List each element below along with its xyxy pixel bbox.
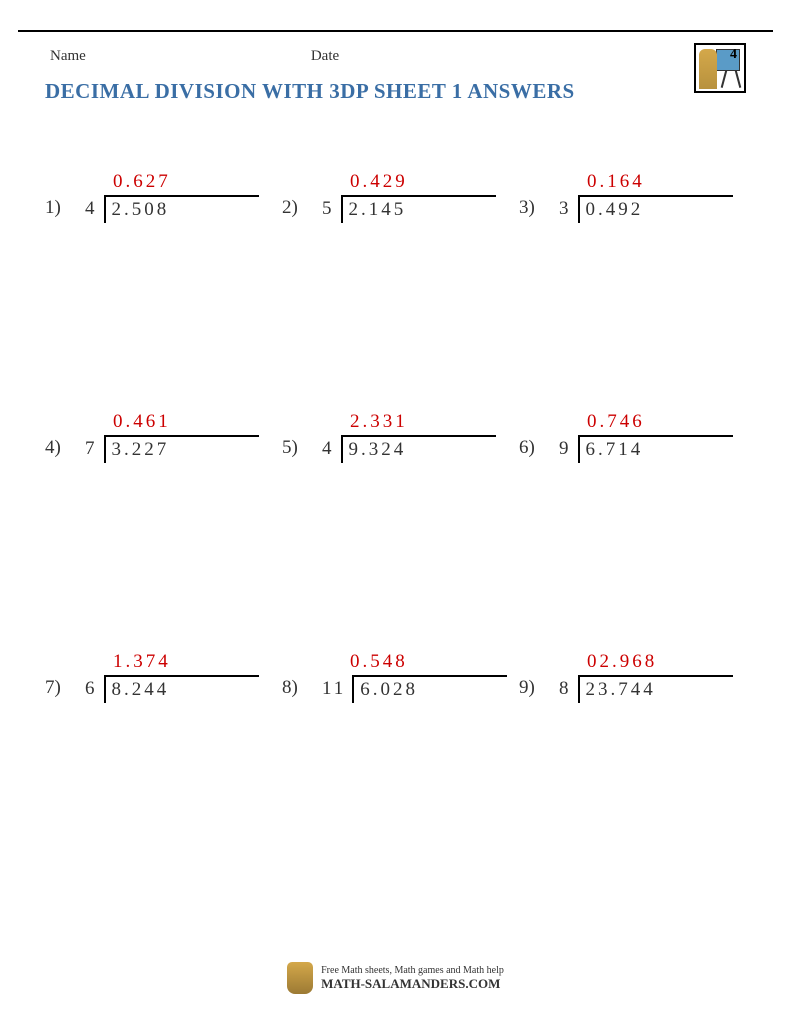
division-box: 0.548 11 6.028 (322, 649, 447, 703)
dividend: 6.028 (360, 679, 418, 700)
logo-box: 4 (694, 43, 746, 93)
division-line: 3 0.492 (559, 195, 673, 223)
problem-2: 2) 0.429 5 2.145 (282, 139, 509, 379)
problem-number: 5) (282, 409, 322, 459)
dividend: 2.145 (349, 199, 407, 220)
dividend: 6.714 (586, 439, 644, 460)
dividend-bracket: 0.492 (578, 195, 673, 223)
division-box: 0.746 9 6.714 (559, 409, 673, 463)
dividend: 2.508 (112, 199, 170, 220)
divisor: 9 (559, 438, 578, 460)
answer: 0.461 (85, 409, 199, 435)
division-line: 11 6.028 (322, 675, 447, 703)
problem-1: 1) 0.627 4 2.508 (45, 139, 272, 379)
divisor: 6 (85, 678, 104, 700)
problem-number: 7) (45, 649, 85, 699)
answer: 2.331 (322, 409, 436, 435)
divisor: 11 (322, 678, 352, 700)
dividend-bracket: 6.714 (578, 435, 673, 463)
problem-number: 9) (519, 649, 559, 699)
footer-tagline: Free Math sheets, Math games and Math he… (321, 965, 504, 976)
division-line: 4 2.508 (85, 195, 199, 223)
dividend: 3.227 (112, 439, 170, 460)
problem-9: 9) 02.968 8 23.744 (519, 619, 746, 859)
problems-grid: 1) 0.627 4 2.508 2) 0.429 5 2.145 3) (45, 139, 746, 859)
dividend-bracket: 3.227 (104, 435, 199, 463)
division-box: 0.164 3 0.492 (559, 169, 673, 223)
dividend: 8.244 (112, 679, 170, 700)
problem-8: 8) 0.548 11 6.028 (282, 619, 509, 859)
logo-number: 4 (730, 47, 737, 63)
name-label: Name (50, 48, 86, 65)
dividend: 9.324 (349, 439, 407, 460)
problem-number: 4) (45, 409, 85, 459)
answer: 0.429 (322, 169, 436, 195)
footer-url: MATH-SALAMANDERS.COM (321, 976, 504, 992)
problem-6: 6) 0.746 9 6.714 (519, 379, 746, 619)
header-row: Name Date 4 (45, 48, 746, 65)
division-line: 4 9.324 (322, 435, 436, 463)
division-box: 0.627 4 2.508 (85, 169, 199, 223)
dividend-bracket: 9.324 (341, 435, 436, 463)
answer: 0.746 (559, 409, 673, 435)
footer-text: Free Math sheets, Math games and Math he… (321, 965, 504, 992)
problem-3: 3) 0.164 3 0.492 (519, 139, 746, 379)
problem-5: 5) 2.331 4 9.324 (282, 379, 509, 619)
dividend-bracket: 6.028 (352, 675, 447, 703)
worksheet-title: DECIMAL DIVISION WITH 3DP SHEET 1 ANSWER… (45, 79, 746, 104)
division-box: 0.461 7 3.227 (85, 409, 199, 463)
division-line: 6 8.244 (85, 675, 199, 703)
dividend-bracket: 23.744 (578, 675, 673, 703)
divisor: 7 (85, 438, 104, 460)
divisor: 8 (559, 678, 578, 700)
division-box: 1.374 6 8.244 (85, 649, 199, 703)
division-line: 9 6.714 (559, 435, 673, 463)
problem-4: 4) 0.461 7 3.227 (45, 379, 272, 619)
division-line: 5 2.145 (322, 195, 436, 223)
problem-number: 1) (45, 169, 85, 219)
divisor: 5 (322, 198, 341, 220)
dividend-bracket: 2.145 (341, 195, 436, 223)
answer: 0.164 (559, 169, 673, 195)
answer: 0.548 (322, 649, 447, 675)
answer: 02.968 (559, 649, 673, 675)
date-label: Date (311, 48, 339, 65)
divisor: 3 (559, 198, 578, 220)
problem-number: 6) (519, 409, 559, 459)
dividend-bracket: 2.508 (104, 195, 199, 223)
logo-salamander-icon (699, 49, 717, 89)
division-box: 0.429 5 2.145 (322, 169, 436, 223)
division-line: 8 23.744 (559, 675, 673, 703)
division-box: 2.331 4 9.324 (322, 409, 436, 463)
dividend: 0.492 (586, 199, 644, 220)
divisor: 4 (85, 198, 104, 220)
problem-number: 8) (282, 649, 322, 699)
problem-7: 7) 1.374 6 8.244 (45, 619, 272, 859)
division-line: 7 3.227 (85, 435, 199, 463)
problem-number: 2) (282, 169, 322, 219)
problem-number: 3) (519, 169, 559, 219)
dividend-bracket: 8.244 (104, 675, 199, 703)
footer-salamander-icon (287, 962, 313, 994)
footer: Free Math sheets, Math games and Math he… (0, 962, 791, 994)
divisor: 4 (322, 438, 341, 460)
answer: 1.374 (85, 649, 199, 675)
top-border (18, 30, 773, 32)
dividend: 23.744 (586, 679, 656, 700)
division-box: 02.968 8 23.744 (559, 649, 673, 703)
answer: 0.627 (85, 169, 199, 195)
